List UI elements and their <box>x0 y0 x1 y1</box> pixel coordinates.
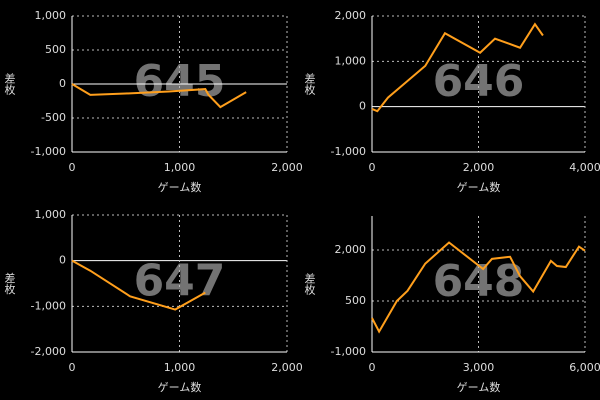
y-tick-label: 2,000 <box>335 243 367 256</box>
y-tick-label: 500 <box>45 43 66 56</box>
x-axis-label: ゲーム数 <box>158 381 202 394</box>
y-tick-label: 2,000 <box>335 9 367 22</box>
y-tick-label: -2,000 <box>31 345 66 358</box>
x-tick-label: 3,000 <box>463 361 495 374</box>
y-tick-label: 1,000 <box>35 9 67 22</box>
y-tick-label: 1,000 <box>35 208 67 221</box>
x-tick-label: 1,000 <box>164 361 196 374</box>
x-axis-label: ゲーム数 <box>457 181 501 194</box>
y-tick-label: -1,000 <box>31 299 66 312</box>
x-tick-label: 0 <box>69 361 76 374</box>
x-tick-label: 0 <box>369 161 376 174</box>
x-tick-label: 2,000 <box>271 161 303 174</box>
data-line <box>371 22 544 113</box>
y-tick-label: 500 <box>345 294 366 307</box>
x-axis-label: ゲーム数 <box>158 181 202 194</box>
y-tick-label: 1,000 <box>335 54 367 67</box>
x-axis-label: ゲーム数 <box>457 381 501 394</box>
x-tick-label: 0 <box>369 361 376 374</box>
y-tick-label: 0 <box>359 100 366 113</box>
y-tick-label: -1,000 <box>331 345 366 358</box>
x-tick-label: 6,000 <box>569 361 600 374</box>
y-tick-label: -500 <box>41 111 66 124</box>
data-line <box>371 241 586 334</box>
y-axis-label: 差枚 <box>303 272 316 296</box>
y-tick-label: 0 <box>59 254 66 267</box>
y-axis-label: 差枚 <box>303 72 316 96</box>
y-axis-label: 差枚 <box>3 72 16 96</box>
y-tick-label: -1,000 <box>31 145 66 158</box>
data-line <box>71 83 247 109</box>
x-tick-label: 2,000 <box>463 161 495 174</box>
x-tick-label: 2,000 <box>271 361 303 374</box>
y-axis-label: 差枚 <box>3 271 16 295</box>
x-tick-label: 4,000 <box>569 161 600 174</box>
y-tick-label: 0 <box>59 77 66 90</box>
y-tick-label: -1,000 <box>331 145 366 158</box>
data-line <box>71 259 206 311</box>
x-tick-label: 1,000 <box>164 161 196 174</box>
x-tick-label: 0 <box>69 161 76 174</box>
